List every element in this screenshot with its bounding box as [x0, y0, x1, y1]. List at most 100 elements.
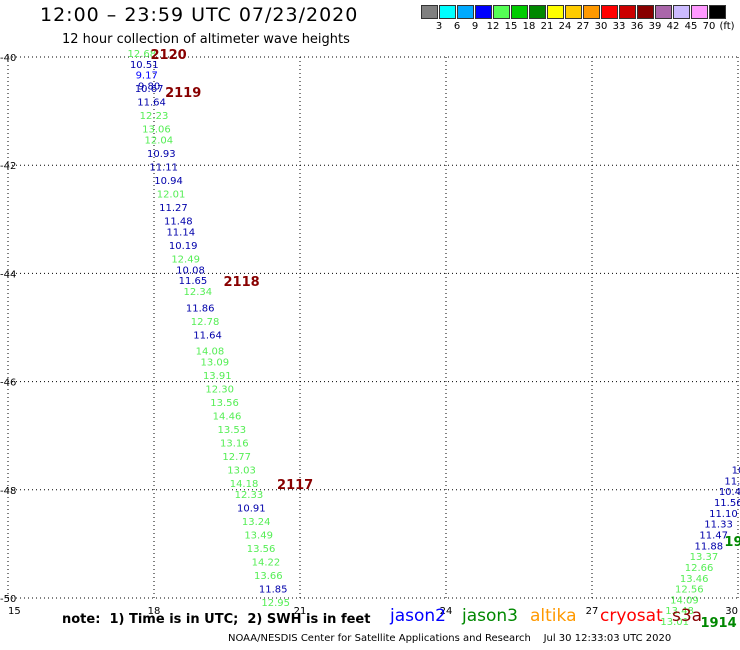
wave-height-value: 10.51 [130, 60, 159, 71]
wave-height-value: 12.34 [183, 287, 212, 298]
wave-height-value: 13.24 [242, 517, 271, 528]
wave-height-value: 10.67 [135, 84, 164, 95]
pass-number: 2118 [224, 275, 260, 290]
wave-height-value: 11.4 [724, 476, 740, 487]
scale-swatch [709, 5, 726, 19]
scale-swatch [619, 5, 636, 19]
pass-number: 2120 [151, 48, 187, 63]
y-tick-label: -44 [0, 269, 16, 280]
scale-label: 33 [612, 21, 626, 32]
wave-height-value: 11.64 [193, 330, 222, 341]
wave-height-value: 9.80 [138, 81, 160, 92]
wave-height-value: 12.01 [157, 190, 186, 201]
pass-number: 2117 [277, 478, 313, 493]
wave-height-value: 10 [732, 466, 740, 477]
wave-height-value: 14.08 [196, 347, 225, 358]
wave-height-value: 12.23 [140, 111, 169, 122]
wave-height-value: 11.65 [179, 276, 208, 287]
wave-height-value: 10.93 [147, 149, 176, 160]
wave-height-value: 14.46 [213, 411, 242, 422]
wave-height-value: 13.09 [201, 357, 230, 368]
wave-height-value: 10.49 [719, 487, 740, 498]
wave-height-value: 12.66 [685, 563, 714, 574]
wave-height-value: 11.64 [137, 98, 166, 109]
wave-height-value: 12.49 [171, 255, 200, 266]
pass-number: 2119 [165, 86, 201, 101]
wave-height-value: 13.48 [665, 606, 694, 617]
wave-height-value: 11.33 [704, 520, 733, 531]
wave-height-value: 11.56 [714, 498, 740, 509]
footer-note: note: 1) Time is in UTC; 2) SWH is in fe… [62, 612, 371, 627]
wave-height-value: 11.85 [259, 585, 288, 596]
scale-swatch [547, 5, 564, 19]
scale-label: 9 [471, 21, 479, 32]
scale-swatch [565, 5, 582, 19]
wave-height-value: 13.66 [254, 571, 283, 582]
satellite-altika: altika [530, 606, 577, 626]
scale-label: 21 [540, 21, 554, 32]
wave-height-value: 11.11 [149, 163, 178, 174]
wave-height-value: 13.01 [660, 617, 689, 628]
wave-height-value: 13.03 [227, 466, 256, 477]
scale-swatch [637, 5, 654, 19]
chart-subtitle: 12 hour collection of altimeter wave hei… [62, 32, 350, 47]
satellite-cryosat: cryosat [600, 606, 663, 626]
scale-label: 42 [666, 21, 680, 32]
y-tick-label: -50 [0, 594, 16, 605]
y-tick-label: -46 [0, 378, 16, 389]
x-tick-label: 27 [586, 606, 599, 617]
scale-swatch [655, 5, 672, 19]
wave-height-value: 12.33 [235, 490, 264, 501]
wave-height-value: 12.04 [145, 136, 174, 147]
y-tick-label: -42 [0, 161, 16, 172]
wave-height-value: 13.53 [218, 425, 247, 436]
scale-swatch [511, 5, 528, 19]
satellite-jason2: jason2 [390, 606, 446, 626]
x-tick-label: 15 [8, 606, 21, 617]
scale-swatch [457, 5, 474, 19]
pass-number: 1914 [700, 616, 736, 631]
pass-number: 191 [724, 535, 740, 550]
scale-label: 12 [486, 21, 500, 32]
scale-label: 70 [702, 21, 716, 32]
scale-swatch [601, 5, 618, 19]
x-tick-label: 30 [725, 606, 738, 617]
wave-height-value: 12.56 [675, 585, 704, 596]
scale-label: 6 [453, 21, 461, 32]
wave-height-value: 12.68 [128, 49, 157, 60]
scale-label: 39 [648, 21, 662, 32]
wave-height-value: 14.18 [230, 479, 259, 490]
wave-height-value: 11.48 [164, 217, 193, 228]
wave-height-value: 12.78 [191, 317, 220, 328]
scale-swatch [529, 5, 546, 19]
wave-height-value: 10.91 [237, 503, 266, 514]
wave-height-value: 11.14 [166, 228, 195, 239]
wave-height-value: 11.86 [186, 303, 215, 314]
scale-label: 45 [684, 21, 698, 32]
wave-height-value: 13.56 [210, 398, 239, 409]
x-tick-label: 18 [148, 606, 161, 617]
scale-label: 30 [594, 21, 608, 32]
wave-height-value: 12.77 [222, 452, 251, 463]
wave-height-value: 14.22 [252, 558, 281, 569]
wave-height-value: 13.91 [203, 371, 232, 382]
scale-swatch [691, 5, 708, 19]
wave-height-value: 12.95 [261, 598, 290, 609]
y-tick-label: -48 [0, 486, 16, 497]
x-tick-label: 21 [294, 606, 307, 617]
wave-height-value: 11.88 [694, 541, 723, 552]
wave-height-value: 13.06 [142, 125, 171, 136]
wave-height-value: 9.17 [136, 71, 158, 82]
footer-credit: NOAA/NESDIS Center for Satellite Applica… [228, 633, 672, 644]
satellite-jason3: jason3 [462, 606, 518, 626]
scale-label: 18 [522, 21, 536, 32]
scale-swatch [493, 5, 510, 19]
wave-height-value: 12.30 [205, 384, 234, 395]
scale-swatch [475, 5, 492, 19]
wave-height-value: 10.08 [176, 265, 205, 276]
scale-swatch [439, 5, 456, 19]
y-tick-label: -40 [0, 53, 16, 64]
x-tick-label: 24 [440, 606, 453, 617]
scale-label: 15 [504, 21, 518, 32]
